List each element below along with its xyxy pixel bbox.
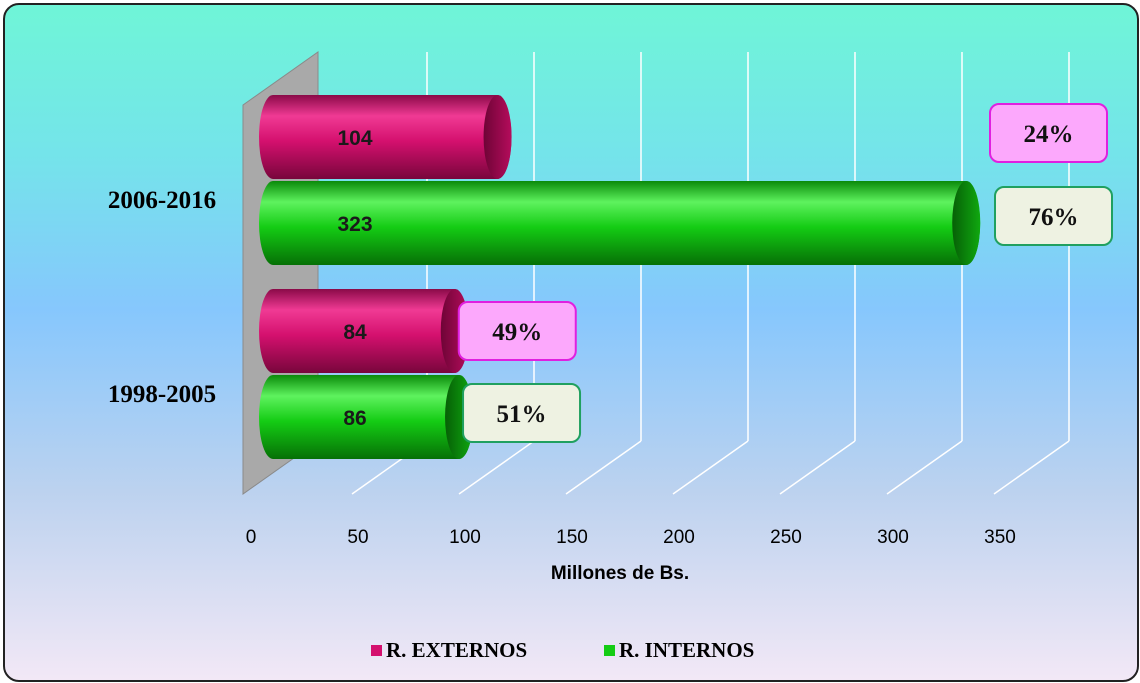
bar-internos-1998-2005 <box>259 375 474 459</box>
gridline-floor <box>565 440 642 495</box>
bar-cap <box>952 181 981 265</box>
category-label-2006-2016: 2006-2016 <box>108 187 216 214</box>
legend-swatch-externos <box>371 645 382 656</box>
gridline-floor <box>886 440 963 495</box>
bar-internos-2006-2016 <box>259 181 981 265</box>
gridline-floor <box>993 440 1070 495</box>
percent-label: 49% <box>492 319 542 346</box>
x-tick-label: 150 <box>556 527 588 548</box>
legend-label-externos: R. EXTERNOS <box>386 638 527 662</box>
value-label: 86 <box>343 407 366 430</box>
bar-externos-2006-2016 <box>259 95 512 179</box>
percent-label: 51% <box>497 401 547 428</box>
gridline-floor <box>672 440 749 495</box>
x-tick-label: 0 <box>246 527 257 548</box>
x-tick-label: 50 <box>347 527 368 548</box>
chart-frame: 104 24% 323 76% 84 49% 86 51% 2006-2016 1998-20… <box>3 3 1139 682</box>
category-label-1998-2005: 1998-2005 <box>108 381 216 408</box>
percent-label-box <box>462 383 582 443</box>
gridline-floor <box>779 440 856 495</box>
x-tick-label: 200 <box>663 527 695 548</box>
bars <box>259 95 981 459</box>
percent-label-box <box>994 186 1113 246</box>
legend-swatch-internos <box>604 645 615 656</box>
percent-label-box <box>457 301 577 361</box>
x-tick-labels: 0 50 100 150 200 250 300 350 <box>246 527 1016 548</box>
value-label: 84 <box>343 321 367 344</box>
percent-label: 76% <box>1029 204 1079 231</box>
gridline-floor <box>458 440 535 495</box>
value-label: 323 <box>337 213 372 236</box>
bar-externos-1998-2005 <box>259 289 469 373</box>
legend: R. EXTERNOS R. INTERNOS <box>371 638 754 662</box>
x-tick-label: 350 <box>984 527 1016 548</box>
percent-label: 24% <box>1024 121 1074 148</box>
value-label: 104 <box>337 127 372 150</box>
bar-chart: 104 24% 323 76% 84 49% 86 51% 2006-2016 1998-20… <box>108 51 1113 662</box>
x-axis-title: Millones de Bs. <box>551 563 689 584</box>
bar-cap <box>483 95 512 179</box>
data-labels: 104 24% 323 76% 84 49% 86 51% <box>337 103 1113 443</box>
legend-label-internos: R. INTERNOS <box>619 638 754 662</box>
x-tick-label: 250 <box>770 527 802 548</box>
percent-label-box <box>989 103 1108 163</box>
x-tick-label: 100 <box>449 527 481 548</box>
x-tick-label: 300 <box>877 527 909 548</box>
